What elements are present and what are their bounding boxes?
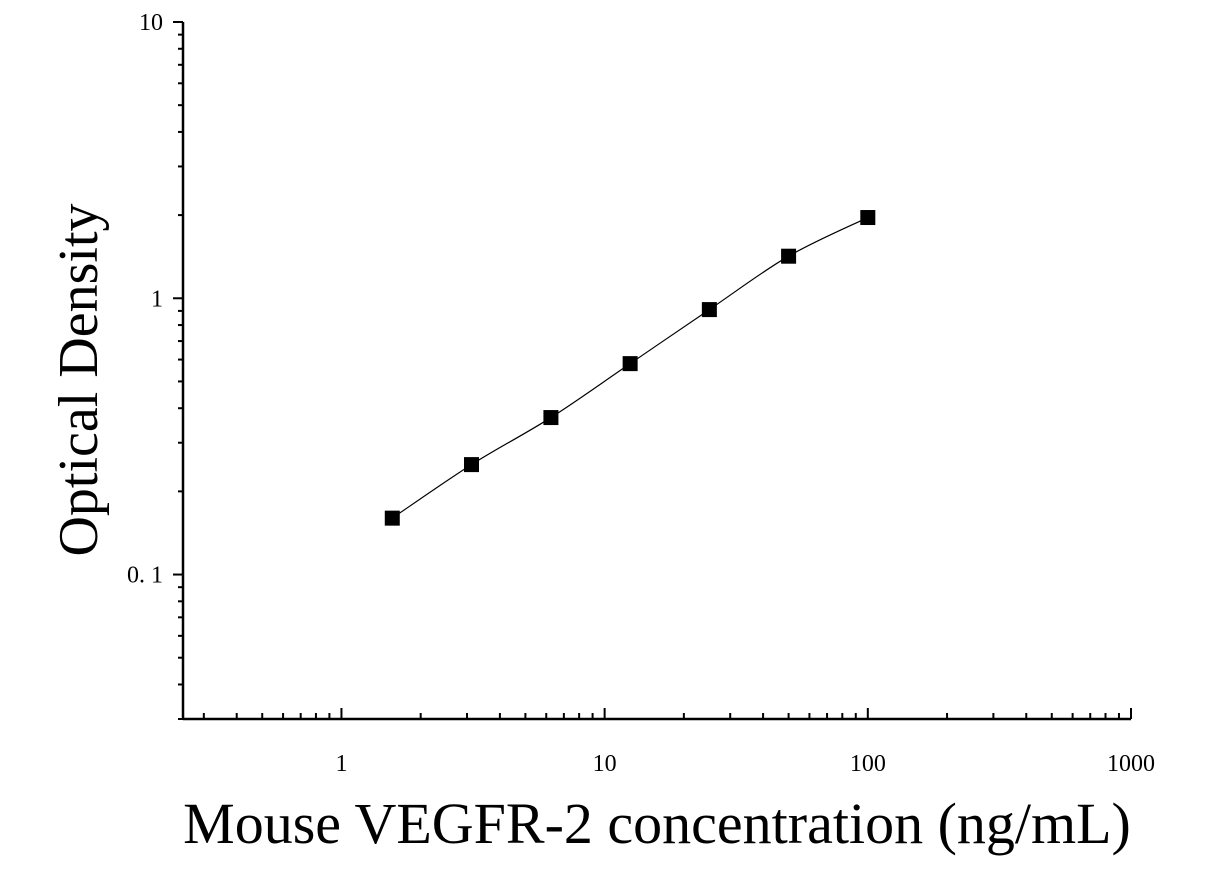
x-tick-label: 1 — [335, 751, 347, 777]
x-tick-label: 1000 — [1107, 751, 1155, 777]
y-tick-label: 10 — [139, 10, 163, 36]
data-point-marker — [384, 510, 400, 526]
data-point-marker — [860, 210, 876, 226]
y-tick-labels: 0. 1 1 10 — [127, 10, 163, 589]
x-tick-labels: 1 10 100 1000 — [335, 751, 1155, 777]
x-ticks — [202, 708, 1132, 719]
data-point-marker — [464, 457, 480, 473]
data-point-marker — [701, 302, 717, 318]
y-ticks — [173, 21, 183, 720]
y-tick-label: 0. 1 — [127, 563, 163, 589]
data-point-marker — [543, 410, 559, 426]
data-point-marker — [781, 248, 797, 264]
y-axis-title: Optical Density — [48, 203, 110, 556]
x-axis-title: Mouse VEGFR-2 concentration (ng/mL) — [183, 791, 1131, 856]
y-tick-label: 1 — [151, 286, 163, 312]
x-tick-label: 100 — [850, 751, 886, 777]
data-point-marker — [622, 356, 638, 372]
data-markers — [384, 210, 876, 526]
x-tick-label: 10 — [593, 751, 617, 777]
axes — [181, 22, 1131, 721]
